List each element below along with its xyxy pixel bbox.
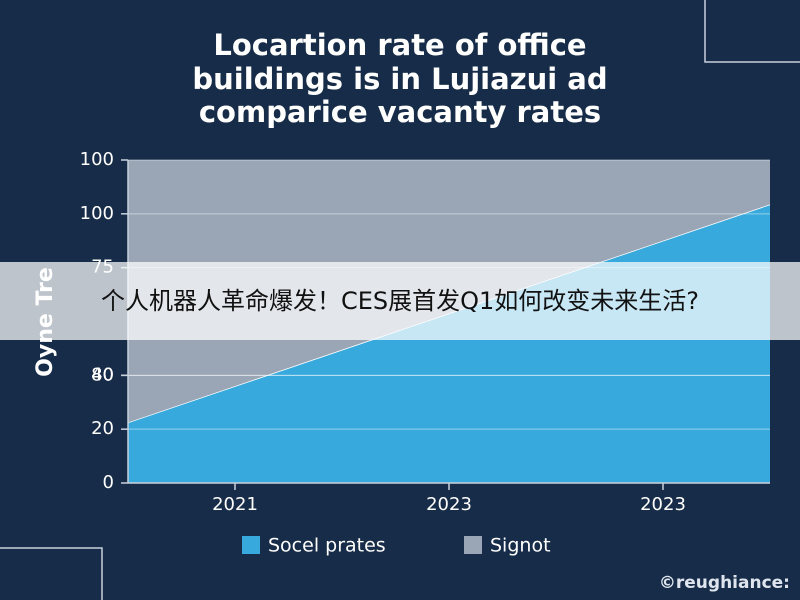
- chart-title: comparice vacanty rates: [199, 95, 601, 129]
- y-tick-label: 40: [91, 364, 114, 385]
- x-tick-label: 2023: [426, 494, 472, 515]
- legend-label: Signot: [490, 535, 551, 557]
- x-tick-label: 2021: [212, 494, 258, 515]
- y-tick-label: 80: [91, 364, 114, 385]
- y-tick-label: 100: [80, 203, 114, 224]
- legend-swatch: [242, 536, 260, 554]
- y-tick-label: 100: [80, 149, 114, 170]
- overlay-band: [0, 262, 800, 340]
- x-tick-label: 2023: [640, 494, 686, 515]
- decor-line: [0, 547, 103, 600]
- legend-label: Socel prates: [268, 535, 386, 557]
- watermark: ©reughiance:: [659, 573, 790, 593]
- overlay-caption: 个人机器人革命爆发！CES展首发Q1如何改变未来生活?: [101, 287, 699, 315]
- y-tick-label: 20: [91, 418, 114, 439]
- chart-title: Locartion rate of office: [213, 28, 586, 62]
- legend-swatch: [464, 536, 482, 554]
- decor-line: [704, 0, 800, 63]
- y-tick-label: 0: [103, 472, 114, 493]
- chart-title: buildings is in Lujiazui ad: [192, 62, 607, 96]
